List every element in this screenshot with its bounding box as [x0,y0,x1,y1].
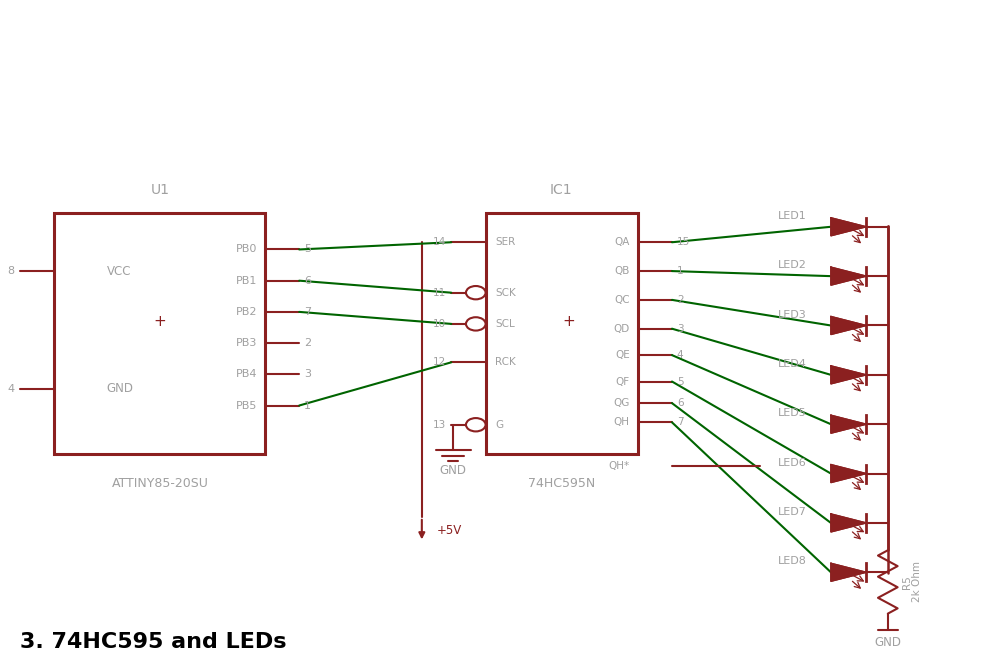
Text: +5V: +5V [437,524,462,537]
Text: GND: GND [874,636,902,648]
Text: SCK: SCK [495,287,516,297]
Text: 1: 1 [304,401,311,410]
Text: VCC: VCC [107,265,131,277]
Text: QG: QG [613,398,630,408]
Text: 3. 74HC595 and LEDs: 3. 74HC595 and LEDs [20,632,286,652]
Text: LED1: LED1 [778,211,806,221]
Text: 15: 15 [677,237,691,247]
Text: QF: QF [616,377,630,386]
Text: 6: 6 [304,275,311,285]
Circle shape [466,317,486,331]
Text: 3: 3 [677,323,684,334]
Text: 4: 4 [8,384,15,394]
Text: 13: 13 [433,420,446,430]
Text: 2: 2 [677,295,684,305]
Text: 8: 8 [8,266,15,276]
Text: 3: 3 [304,370,311,380]
Text: LED3: LED3 [778,309,806,319]
Text: R5: R5 [902,575,911,589]
Polygon shape [831,267,866,285]
Text: GND: GND [107,382,133,396]
Text: LED5: LED5 [778,408,806,418]
Text: GND: GND [439,464,467,477]
Text: LED6: LED6 [778,458,806,468]
Text: QB: QB [614,266,630,276]
Text: 1: 1 [677,266,684,276]
Text: 10: 10 [434,319,446,329]
Polygon shape [831,415,866,434]
Text: PB3: PB3 [235,338,257,348]
Text: QC: QC [614,295,630,305]
Text: LED4: LED4 [778,359,806,369]
Polygon shape [831,563,866,581]
Text: QH: QH [614,418,630,428]
Text: QD: QD [613,323,630,334]
Text: QH*: QH* [608,461,630,470]
Bar [54,213,265,454]
Polygon shape [831,366,866,384]
Text: 2k Ohm: 2k Ohm [912,562,922,602]
Text: U1: U1 [150,183,170,197]
Text: +: + [563,314,576,329]
Text: 7: 7 [304,307,311,317]
Text: G: G [495,420,503,430]
Text: 5: 5 [677,377,684,386]
Text: PB0: PB0 [235,245,257,254]
Polygon shape [831,217,866,235]
Text: 12: 12 [433,358,446,368]
Text: PB5: PB5 [235,401,257,410]
Text: 74HC595N: 74HC595N [528,477,594,490]
Text: LED8: LED8 [778,556,806,566]
Circle shape [466,418,486,432]
Polygon shape [831,464,866,483]
Text: SCL: SCL [495,319,515,329]
Text: ATTINY85-20SU: ATTINY85-20SU [112,477,208,490]
Text: QE: QE [615,350,630,360]
Text: QA: QA [614,237,630,247]
Text: LED2: LED2 [778,260,806,270]
Text: PB2: PB2 [235,307,257,317]
Text: 6: 6 [677,398,684,408]
Text: 4: 4 [677,350,684,360]
Text: 14: 14 [433,237,446,247]
Text: LED7: LED7 [778,507,806,517]
Text: 11: 11 [433,287,446,297]
Text: 7: 7 [677,418,684,428]
Text: RCK: RCK [495,358,516,368]
Text: PB4: PB4 [235,370,257,380]
Text: IC1: IC1 [549,183,573,197]
Polygon shape [831,317,866,335]
Text: 2: 2 [304,338,311,348]
Bar [486,213,638,454]
Text: PB1: PB1 [235,275,257,285]
Text: +: + [153,314,166,329]
Text: 5: 5 [304,245,311,254]
Text: SER: SER [495,237,516,247]
Polygon shape [831,514,866,532]
Circle shape [466,286,486,299]
